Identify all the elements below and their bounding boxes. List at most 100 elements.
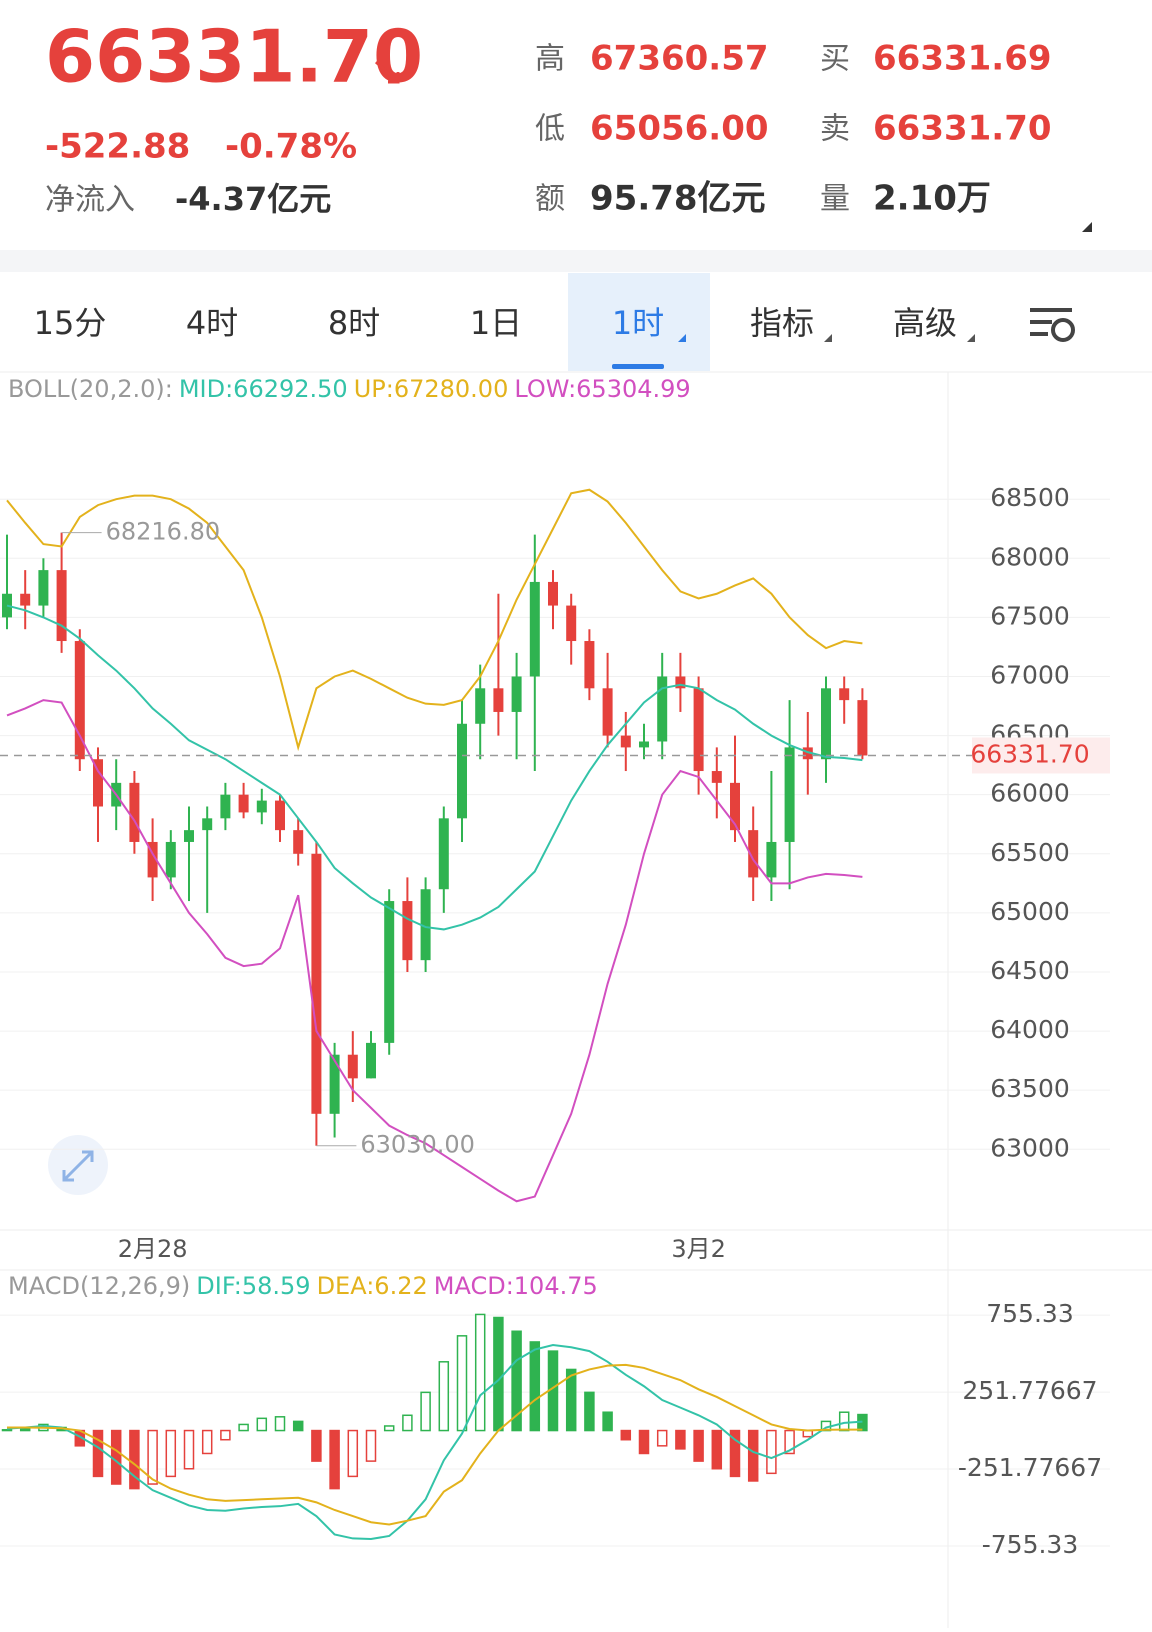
settings-lines [1030,308,1072,336]
y-tick-label: 67000 [990,660,1070,689]
stat-value: 95.78亿元 [590,179,766,219]
macd-bar [383,1425,395,1432]
candle-body [620,735,631,748]
y-tick-label: 251.77667 [962,1376,1097,1405]
expand-triangle[interactable] [1082,222,1092,232]
y-tick-label: 64000 [990,1015,1070,1044]
tab[interactable]: 1日 [470,304,522,342]
macd-bar [183,1429,195,1470]
tab[interactable]: 1时 [612,304,664,342]
candle-body [584,641,595,689]
tab-underline [612,364,664,369]
macd-bar [675,1429,686,1450]
legend-entry: UP:67280.00 [354,375,509,403]
candle-body [748,830,759,878]
y-tick-label: 755.33 [986,1299,1073,1328]
tab-icon[interactable] [1030,308,1075,342]
candle-body [74,641,85,760]
candle-body [457,723,467,819]
candle-body [529,581,540,677]
macd-bar [529,1341,541,1432]
y-tick-label: 63000 [990,1133,1070,1162]
indicator-line [7,1363,863,1526]
candle-body [857,700,868,756]
candle-body [275,800,285,831]
last-price-label: 66331.70 [970,739,1089,768]
candle-body [347,1054,358,1079]
change: -522.88 [45,127,190,167]
tab-selected-bg [568,273,710,371]
legend-entry: DEA:6.22 [317,1272,428,1300]
legend-entry: DIF:58.59 [196,1272,310,1300]
macd-bar [92,1429,104,1478]
tab[interactable]: 8时 [328,304,380,342]
macd-bar [238,1423,249,1432]
candle-body [56,570,67,642]
candle-body [165,841,176,878]
candle-body [730,782,740,831]
candle-body [184,830,194,842]
candle-body [129,782,140,842]
candle-body [38,570,49,606]
macd-bar [565,1368,577,1432]
macd-bar [329,1429,340,1490]
candle-body [639,741,649,748]
indicator-legend: BOLL(20,2.0): MID:66292.50 UP:67280.00 LOW:… [8,375,691,403]
macd-bar [220,1429,231,1441]
candle-body [20,593,31,606]
down-arrow [374,60,400,84]
indicator-line [6,488,863,752]
macd-bar [110,1429,122,1485]
stat-value: 2.10万 [873,179,991,219]
candle-body [438,818,449,890]
candle-body [548,581,558,606]
indicator-name: BOLL(20,2.0): [8,375,173,403]
expand-button[interactable] [48,1135,108,1195]
stat-label: 额 [535,182,565,217]
stat-value: 66331.70 [873,109,1052,149]
macd-bar [292,1420,304,1432]
tab[interactable]: 4时 [186,304,238,342]
macd-bar [347,1429,359,1478]
candle-body [420,889,431,961]
macd-bar [584,1391,595,1432]
macd-bar [493,1316,504,1432]
macd-bar [838,1411,850,1432]
stat-value: 67360.57 [590,39,769,79]
tab[interactable]: 高级 [893,304,957,342]
macd-bar [729,1429,741,1478]
macd-bar [747,1429,759,1482]
change-pct: -0.78% [225,127,357,167]
candle-body [329,1054,340,1114]
macd-bar [1,1429,13,1432]
stat-label: 买 [820,42,850,77]
tab[interactable]: 指标 [750,304,814,342]
high-label: 68216.80 [106,518,221,546]
macd-bar [274,1416,286,1432]
candle-body [93,759,103,807]
candle-body [147,841,158,878]
stat-value: 66331.69 [873,39,1052,79]
candle-body [675,676,686,689]
candle-body [657,676,668,742]
macd-bar [438,1361,450,1432]
candle-body [366,1042,376,1079]
macd-bar [620,1429,632,1441]
stat-value: 65056.00 [590,109,769,149]
macd-bar [656,1429,668,1447]
candle-body [311,853,322,1114]
macd-bar [365,1429,377,1462]
candle-body [202,818,213,831]
candle-body [566,605,577,642]
tab[interactable]: 15分 [34,304,107,342]
macd-bar [602,1411,613,1432]
x-tick-label: 2月28 [118,1235,188,1263]
macd-bar [165,1429,177,1478]
indicator-line [6,604,863,931]
candle-body [839,688,850,701]
y-tick-label: -251.77667 [958,1453,1102,1482]
stat-label: 低 [535,112,565,147]
macd-bar [693,1429,704,1462]
tab-triangle [678,334,686,342]
